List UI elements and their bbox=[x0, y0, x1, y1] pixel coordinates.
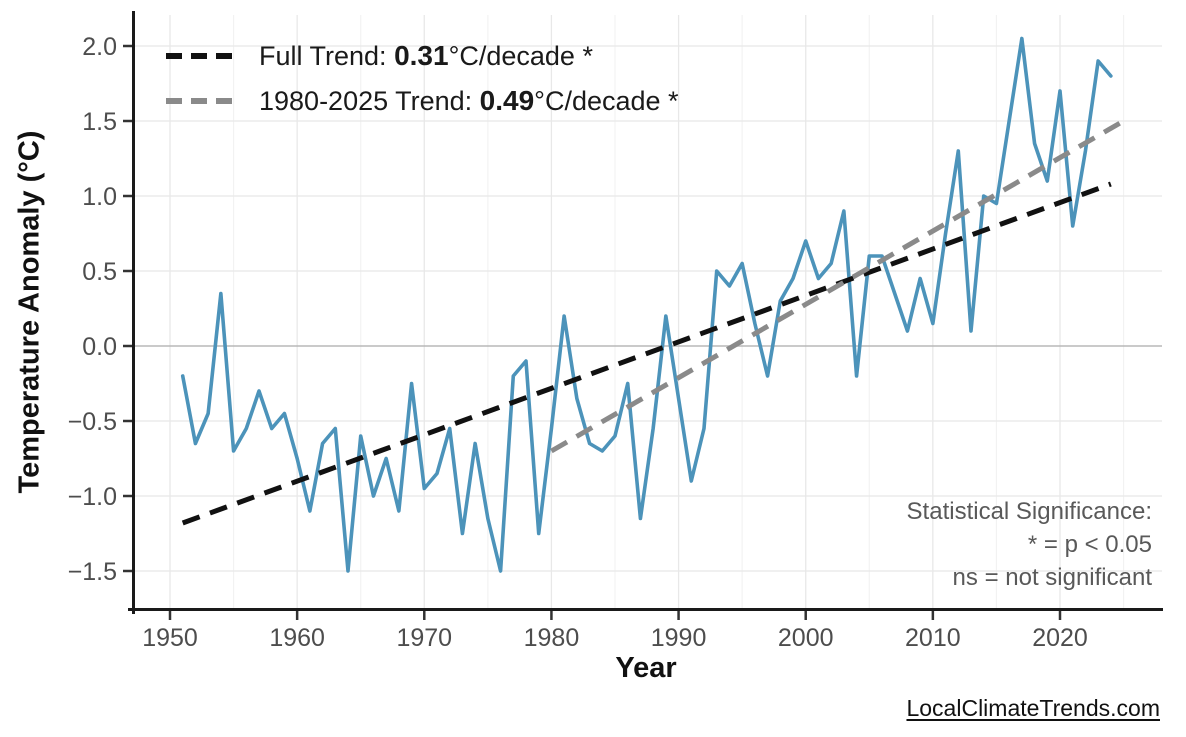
x-tick-label: 2010 bbox=[905, 624, 961, 652]
significance-note-line: Statistical Significance: bbox=[906, 498, 1152, 525]
full-trend-dash-icon bbox=[166, 53, 232, 59]
y-tick-label: −1.5 bbox=[68, 558, 117, 586]
x-tick-label: 1970 bbox=[396, 624, 452, 652]
legend-label-full-trend: Full Trend: 0.31°C/decade * bbox=[259, 40, 593, 71]
series-dashed-line bbox=[550, 118, 1125, 454]
significance-note-line: * = p < 0.05 bbox=[1027, 531, 1152, 558]
significance-note: Statistical Significance: * = p < 0.05 n… bbox=[907, 495, 1152, 594]
y-tick-label: 0.5 bbox=[82, 258, 117, 286]
x-axis-title: Year bbox=[615, 652, 677, 684]
y-tick-label: 2.0 bbox=[82, 33, 117, 61]
x-tick-label: 1960 bbox=[269, 624, 325, 652]
y-tick-label: −1.0 bbox=[68, 483, 117, 511]
y-axis-title: Temperature Anomaly (°C) bbox=[13, 130, 46, 494]
y-tick-label: −0.5 bbox=[68, 408, 117, 436]
x-tick-label: 1980 bbox=[524, 624, 580, 652]
series-solid-line bbox=[180, 36, 1113, 573]
recent-trend-dash-icon bbox=[166, 98, 232, 104]
series-dashed-line bbox=[181, 181, 1112, 526]
x-tick-label: 2020 bbox=[1032, 624, 1088, 652]
y-tick-label: 1.0 bbox=[82, 183, 117, 211]
significance-note-line: ns = not significant bbox=[952, 564, 1152, 591]
x-tick-label: 1950 bbox=[142, 624, 198, 652]
x-tick-label: 1990 bbox=[651, 624, 707, 652]
watermark-link[interactable]: LocalClimateTrends.com bbox=[906, 695, 1160, 721]
y-tick-label: 1.5 bbox=[82, 108, 117, 136]
legend: Full Trend: 0.31°C/decade * 1980-2025 Tr… bbox=[166, 40, 679, 117]
legend-item-full-trend: Full Trend: 0.31°C/decade * bbox=[166, 40, 679, 72]
legend-label-recent-trend: 1980-2025 Trend: 0.49°C/decade * bbox=[259, 85, 679, 116]
legend-item-recent-trend: 1980-2025 Trend: 0.49°C/decade * bbox=[166, 85, 679, 117]
x-tick-label: 2000 bbox=[778, 624, 834, 652]
y-tick-label: 0.0 bbox=[82, 333, 117, 361]
